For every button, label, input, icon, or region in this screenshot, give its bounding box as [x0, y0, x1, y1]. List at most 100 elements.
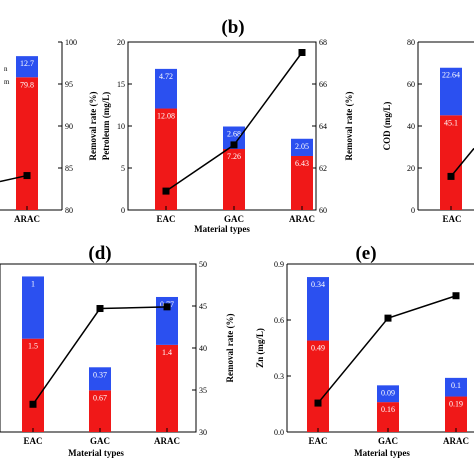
bar-top-segment: [445, 377, 467, 397]
removal-rate-point: [96, 305, 104, 313]
removal-rate-point: [163, 303, 171, 311]
bar-bottom-segment: [16, 77, 38, 210]
bar-top-label: 12.7: [20, 59, 34, 68]
y-tick-label: 0: [121, 206, 125, 215]
removal-rate-point: [384, 314, 392, 322]
bar-bottom-label: 45.1: [444, 118, 458, 127]
y-tick-label: 85: [65, 164, 73, 173]
panel-d-x-axis-title: Material types: [68, 448, 124, 458]
panel-b-y-axis-title: Petroleum (mg/L): [101, 92, 111, 161]
y-tick-label: 68: [319, 38, 327, 47]
bar-top-label: 2.68: [227, 130, 241, 139]
x-tick-label: GAC: [90, 436, 110, 446]
removal-rate-point: [230, 141, 238, 149]
bar-top-label: 2.05: [295, 142, 309, 151]
removal-rate-point: [298, 49, 306, 56]
y-tick-label: 100: [65, 38, 77, 47]
bar-bottom-label: 0.16: [381, 405, 395, 414]
bar-top-label: 0.1: [451, 381, 461, 390]
panel-e-x-axis-title: Material types: [354, 448, 410, 458]
bar-bottom-segment: [156, 344, 178, 432]
bar-bottom-label: 0.67: [93, 393, 107, 402]
y-tick-label: 35: [199, 386, 207, 395]
y-tick-label: 95: [65, 80, 73, 89]
panel-a-category-label: ARAC: [14, 214, 40, 224]
bar-top-label: 1: [31, 279, 35, 288]
bar-bottom-segment: [445, 396, 467, 432]
bar-bottom-label: 7.26: [227, 152, 241, 161]
bar-top-segment: [223, 126, 245, 150]
y-tick-label: 20: [407, 164, 415, 173]
bar-bottom-segment: [307, 340, 329, 432]
y-tick-label: 5: [121, 164, 125, 173]
bar-bottom-segment: [377, 402, 399, 432]
bar-top-segment: [155, 68, 177, 109]
bar-bottom-label: 0.49: [311, 344, 325, 353]
bar-bottom-segment: [155, 108, 177, 210]
y-tick-label: 40: [199, 344, 207, 353]
bar-bottom-segment: [22, 338, 44, 432]
x-tick-label: GAC: [378, 436, 398, 446]
bar-top-segment: [16, 56, 38, 78]
y-tick-label: 0: [411, 206, 415, 215]
panel-d-id: (d): [88, 243, 111, 264]
y-tick-label: 20: [117, 38, 125, 47]
bar-top-segment: [156, 296, 178, 345]
bar-top-segment: [22, 276, 44, 339]
bar-top-segment: [377, 385, 399, 403]
x-tick-label: EAC: [23, 436, 42, 446]
y-tick-label: 62: [319, 164, 327, 173]
panel-a: 79.8 12.7 80 85 90 95 100 n m ARAC Removal ra…: [0, 38, 98, 224]
bar-top-segment: [89, 367, 111, 391]
panel-d-right-axis-title: Removal rate (%): [225, 314, 235, 383]
y-tick-label: 15: [117, 80, 125, 89]
panel-c-category-label: EAC: [442, 214, 461, 224]
y-tick-label: 10: [117, 122, 125, 131]
legend-fragment-2: m: [4, 78, 10, 86]
panel-e-y-axis-title: Zn (mg/L): [255, 328, 265, 368]
x-tick-label: ARAC: [289, 214, 315, 224]
y-tick-label: 0.3: [274, 372, 284, 381]
bar-bottom-segment: [89, 390, 111, 432]
removal-rate-point: [23, 172, 31, 180]
panel-e-id: (e): [355, 243, 376, 264]
panel-b-x-axis-title: Material types: [194, 224, 250, 234]
panel-e: (e) 0.0 0.3 0.6 0.9 0.49 0.34 0.16 0.09 0.19 0.1…: [255, 243, 474, 458]
bar-top-segment: [291, 138, 313, 156]
removal-rate-point: [314, 399, 322, 407]
removal-rate-line: [0, 174, 28, 183]
bar-bottom-segment: [440, 115, 462, 210]
x-tick-label: EAC: [156, 214, 175, 224]
bar-bottom-label: 12.08: [157, 112, 175, 121]
bar-top-label: 4.72: [159, 72, 173, 81]
bar-top-label: 22.64: [442, 71, 460, 80]
removal-rate-line: [450, 147, 474, 177]
y-tick-label: 40: [407, 122, 415, 131]
y-tick-label: 66: [319, 80, 327, 89]
y-tick-label: 80: [65, 206, 73, 215]
bar-bottom-label: 1.4: [162, 348, 172, 357]
bar-top-label: 0.09: [381, 388, 395, 397]
panel-c: 0 20 40 60 80 45.1 22.64 COD (mg/L) EAC: [382, 38, 474, 224]
bar-top-label: 0.34: [311, 280, 325, 289]
y-tick-label: 0.0: [274, 428, 284, 437]
removal-rate-point: [29, 400, 37, 408]
bar-bottom-label: 6.43: [295, 159, 309, 168]
panel-c-y-axis-title: COD (mg/L): [382, 102, 392, 151]
removal-rate-point: [162, 187, 170, 195]
bar-bottom-label: 0.19: [449, 400, 463, 409]
bar-top-label: 0.37: [93, 370, 107, 379]
legend-fragment-1: n: [4, 65, 8, 73]
x-tick-label: ARAC: [154, 436, 180, 446]
y-tick-label: 60: [319, 206, 327, 215]
x-tick-label: ARAC: [443, 436, 469, 446]
bar-bottom-segment: [223, 149, 245, 210]
x-tick-label: EAC: [308, 436, 327, 446]
y-tick-label: 0.6: [274, 316, 284, 325]
y-tick-label: 50: [199, 260, 207, 269]
y-tick-label: 90: [65, 122, 73, 131]
bar-bottom-label: 1.5: [28, 342, 38, 351]
removal-rate-point: [447, 172, 455, 180]
